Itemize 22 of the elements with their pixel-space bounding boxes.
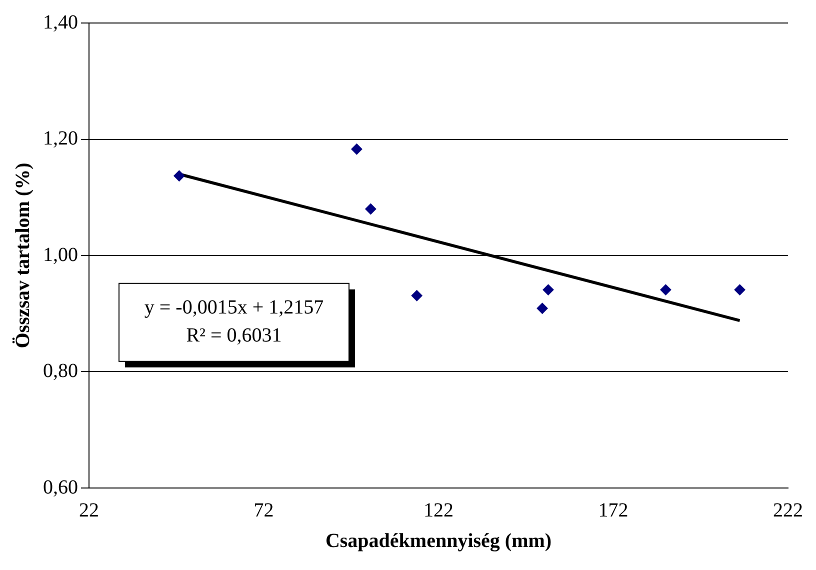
point — [542, 284, 554, 296]
annotation: R² = 0,6031 — [186, 324, 282, 347]
y-tick-label: 1,00 — [43, 244, 78, 266]
point — [734, 284, 746, 296]
point — [351, 144, 362, 155]
y-tick-label: 1,40 — [43, 11, 78, 34]
y-tick-label: 0,60 — [43, 476, 78, 498]
annotation: y = -0,0015x + 1,2157 — [144, 296, 324, 319]
x-tick-label: 72 — [254, 499, 274, 522]
point — [411, 290, 422, 302]
x-tick-label: 172 — [598, 499, 628, 522]
y-tick-label: 1,20 — [43, 128, 78, 150]
point — [365, 204, 376, 214]
y-tick-label: 0,80 — [43, 360, 78, 382]
point — [660, 284, 672, 296]
point — [174, 170, 185, 182]
x-tick-label: 22 — [79, 499, 99, 522]
x-axis-title: Csapadékmennyiség (mm) — [325, 530, 552, 552]
y-axis-title: Összsav tartalom (%) — [12, 162, 34, 348]
point — [536, 302, 548, 314]
x-tick-label: 222 — [773, 499, 803, 522]
x-tick-label: 122 — [424, 499, 454, 522]
